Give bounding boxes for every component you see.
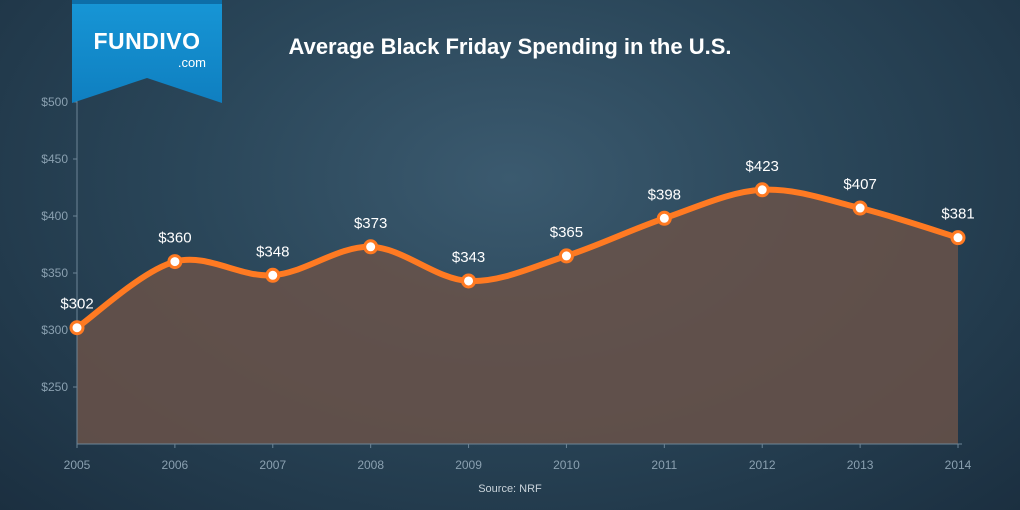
x-tick-label: 2005 <box>64 458 91 472</box>
data-label: $365 <box>550 224 583 241</box>
area-layer <box>77 189 958 444</box>
axis-layer: $250 $300 $350 $400 $450 $500 2005 2006 2007 2008… <box>41 95 971 472</box>
data-point <box>950 230 966 246</box>
y-tick-label: $500 <box>41 95 68 109</box>
series-area <box>77 189 958 444</box>
x-tick-label: 2010 <box>553 458 580 472</box>
data-point <box>69 320 85 336</box>
y-tick-label: $450 <box>41 152 68 166</box>
data-label: $407 <box>843 176 876 193</box>
y-tick-label: $350 <box>41 266 68 280</box>
data-point <box>852 200 868 216</box>
data-label: $360 <box>158 230 191 247</box>
fundivo-logo: FUNDIVO .com <box>72 0 222 103</box>
data-point <box>558 248 574 264</box>
data-point <box>461 273 477 289</box>
data-label: $302 <box>60 296 93 313</box>
data-label: $423 <box>746 158 779 175</box>
y-tick-label: $300 <box>41 323 68 337</box>
line-layer <box>74 186 961 331</box>
label-layer: $302 $360 $348 $373 $343 $365 $398 $423 $407 $381 <box>60 158 974 313</box>
x-tick-label: 2009 <box>455 458 482 472</box>
data-point <box>167 254 183 270</box>
series-line <box>74 186 961 331</box>
data-label: $343 <box>452 249 485 266</box>
data-label: $348 <box>256 243 289 260</box>
x-tick-label: 2014 <box>945 458 972 472</box>
source-note: Source: NRF <box>478 483 542 495</box>
logo-ribbon-icon <box>72 0 222 103</box>
x-tick-label: 2008 <box>357 458 384 472</box>
x-tick-label: 2006 <box>162 458 189 472</box>
chart-title: Average Black Friday Spending in the U.S… <box>288 34 732 59</box>
data-point <box>754 182 770 198</box>
data-label: $398 <box>648 186 681 203</box>
data-label: $381 <box>941 206 974 223</box>
data-point <box>265 267 281 283</box>
x-tick-label: 2007 <box>259 458 286 472</box>
data-point <box>656 210 672 226</box>
y-tick-label: $400 <box>41 209 68 223</box>
y-tick-label: $250 <box>41 380 68 394</box>
marker-layer <box>69 182 966 336</box>
logo-brand-name: FUNDIVO <box>93 28 201 54</box>
x-tick-label: 2012 <box>749 458 776 472</box>
x-tick-label: 2013 <box>847 458 874 472</box>
x-tick-label: 2011 <box>651 458 677 472</box>
data-label: $373 <box>354 215 387 232</box>
logo-brand-domain: .com <box>177 55 206 70</box>
data-point <box>363 239 379 255</box>
